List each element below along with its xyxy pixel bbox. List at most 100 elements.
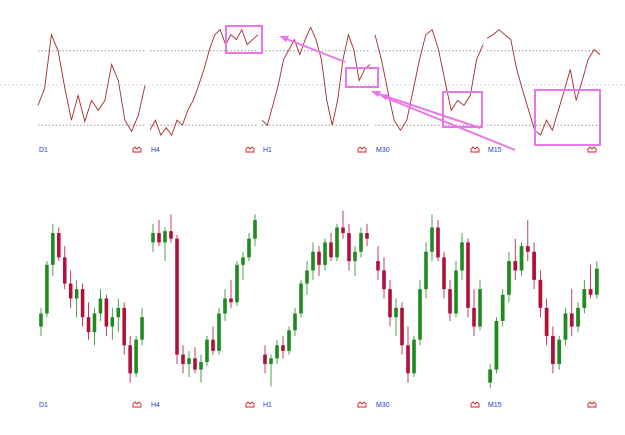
candle-body bbox=[478, 289, 482, 327]
candle-body bbox=[45, 264, 49, 314]
candle-body bbox=[235, 264, 239, 303]
candle-body bbox=[211, 339, 215, 351]
candle-body bbox=[347, 233, 351, 262]
candle-body bbox=[311, 251, 315, 271]
annotation-arrow bbox=[283, 37, 346, 63]
candle-body bbox=[400, 307, 404, 346]
candle-body bbox=[104, 298, 109, 327]
candle-body bbox=[472, 307, 476, 327]
panel-label: H4 bbox=[151, 402, 160, 409]
panel-label: D1 bbox=[39, 402, 48, 409]
candle-body bbox=[519, 246, 524, 271]
candle-body bbox=[430, 227, 434, 252]
arrow-head bbox=[371, 91, 381, 97]
candle-body bbox=[365, 233, 369, 239]
oscillator-line bbox=[37, 32, 146, 133]
oscillator-line bbox=[486, 29, 601, 136]
panel-label: M30 bbox=[376, 147, 390, 154]
candle-body bbox=[538, 279, 543, 308]
candle-body bbox=[86, 317, 91, 333]
candle-body bbox=[128, 345, 132, 374]
candle-body bbox=[181, 354, 185, 364]
candle-body bbox=[460, 242, 464, 271]
oscillator-line bbox=[261, 26, 371, 127]
candle-body bbox=[353, 251, 357, 262]
candle-body bbox=[442, 257, 446, 290]
candle-body bbox=[382, 270, 386, 290]
annotation-arrow bbox=[383, 96, 516, 151]
panel-icon bbox=[132, 146, 142, 153]
panel-icon bbox=[587, 146, 597, 153]
panel-label: H1 bbox=[263, 402, 272, 409]
candle-body bbox=[110, 317, 115, 327]
candle-body bbox=[507, 261, 511, 295]
candle-body bbox=[269, 358, 273, 364]
panel-label: M30 bbox=[376, 402, 390, 409]
candle-body bbox=[305, 270, 309, 284]
candle-body bbox=[98, 298, 103, 314]
candle-body bbox=[281, 345, 285, 351]
annotation-box bbox=[345, 67, 379, 88]
candle-body bbox=[163, 231, 167, 243]
candle-body bbox=[157, 233, 161, 243]
oscillator-line bbox=[374, 28, 484, 132]
candle-body bbox=[57, 233, 61, 258]
panel-label: M15 bbox=[488, 147, 502, 154]
candle-body bbox=[193, 358, 197, 370]
candle-body bbox=[436, 227, 440, 258]
candle-body bbox=[263, 354, 267, 364]
candle-body bbox=[563, 313, 568, 340]
candle-body bbox=[500, 294, 505, 321]
candle-body bbox=[187, 358, 191, 364]
candle-body bbox=[418, 289, 422, 340]
panel-icon bbox=[587, 401, 597, 408]
candle-body bbox=[92, 313, 97, 333]
candle-body bbox=[582, 289, 587, 308]
arrow-head bbox=[379, 94, 389, 100]
candle-body bbox=[329, 242, 333, 258]
panel-label: D1 bbox=[39, 147, 48, 154]
candle-body bbox=[388, 289, 392, 318]
candle-body bbox=[223, 298, 227, 314]
candle-body bbox=[275, 345, 279, 359]
candle-body bbox=[394, 307, 398, 318]
candle-body bbox=[151, 233, 155, 243]
candle-body bbox=[140, 317, 144, 340]
candle-body bbox=[175, 238, 179, 355]
candle-body bbox=[68, 283, 73, 299]
candle-body bbox=[448, 289, 452, 314]
panel-icon bbox=[245, 401, 255, 408]
panel-icon bbox=[132, 401, 142, 408]
candle-body bbox=[488, 369, 493, 383]
candle-body bbox=[594, 268, 599, 295]
candle-body bbox=[122, 307, 126, 346]
candle-body bbox=[454, 270, 458, 314]
oscillator-line bbox=[149, 28, 259, 137]
candle-body bbox=[199, 362, 203, 370]
candle-body bbox=[412, 339, 416, 374]
candle-body bbox=[169, 231, 173, 239]
candle-body bbox=[116, 307, 121, 318]
candle-body bbox=[335, 227, 339, 258]
candle-body bbox=[341, 227, 345, 234]
panel-label: M15 bbox=[488, 402, 502, 409]
annotation-arrow bbox=[375, 92, 481, 129]
candle-body bbox=[74, 289, 79, 299]
candle-body bbox=[525, 246, 530, 252]
candle-body bbox=[317, 251, 321, 265]
candle-body bbox=[134, 339, 138, 374]
panel-icon bbox=[470, 401, 480, 408]
candle-body bbox=[323, 242, 327, 265]
annotation-box bbox=[225, 25, 263, 54]
candle-body bbox=[466, 242, 470, 308]
candle-body bbox=[424, 251, 428, 290]
candle-body bbox=[241, 257, 245, 265]
candle-body bbox=[557, 339, 562, 364]
candle-body bbox=[62, 257, 67, 284]
candle-body bbox=[532, 251, 536, 280]
candle-body bbox=[205, 339, 209, 363]
panel-icon bbox=[470, 146, 480, 153]
candle-body bbox=[217, 313, 221, 351]
panel-icon bbox=[245, 146, 255, 153]
